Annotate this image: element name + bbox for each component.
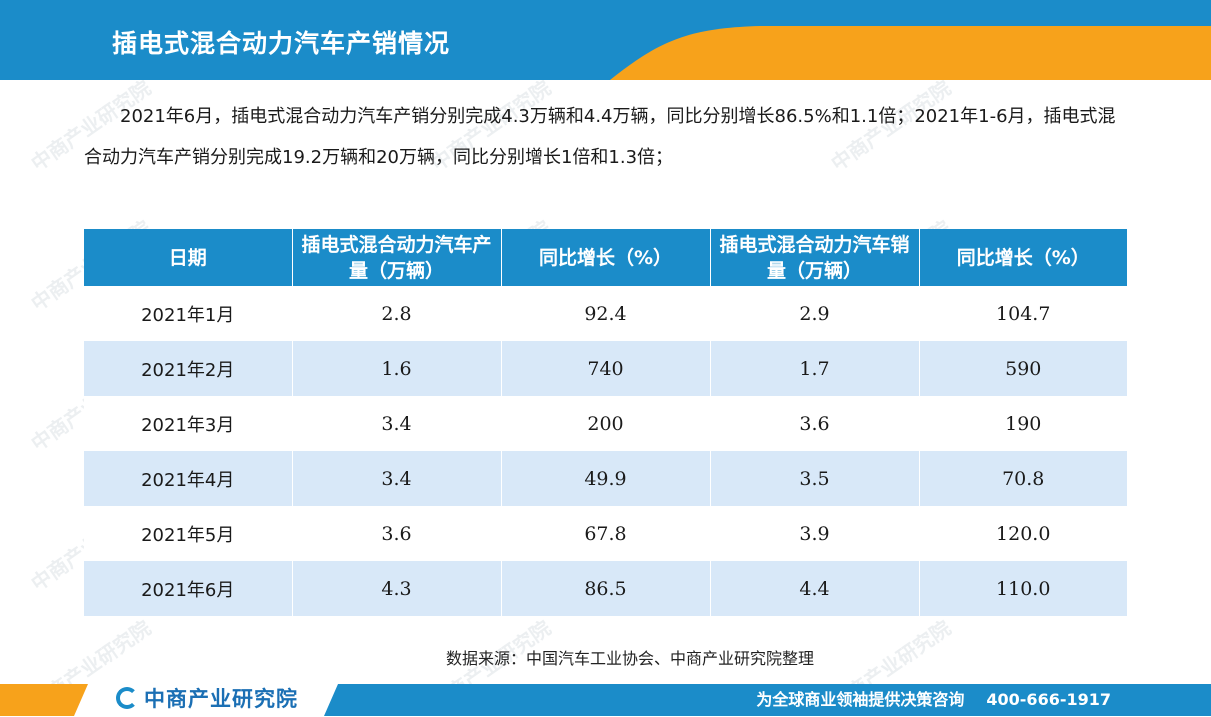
header-production-growth: 同比增长（%）: [501, 229, 711, 286]
cell-production: 2.8: [292, 286, 502, 341]
page-title: 插电式混合动力汽车产销情况: [112, 29, 451, 58]
header-banner: 插电式混合动力汽车产销情况: [0, 0, 1211, 80]
cell-sales-growth: 590: [919, 341, 1127, 396]
cell-sales-growth: 190: [919, 396, 1127, 451]
table-row: 2021年5月 3.6 67.8 3.9 120.0: [84, 506, 1127, 561]
production-sales-table: 日期 插电式混合动力汽车产量（万辆） 同比增长（%） 插电式混合动力汽车销量（万…: [84, 229, 1127, 616]
cell-sales-growth: 110.0: [919, 561, 1127, 616]
cell-sales: 3.6: [710, 396, 920, 451]
header-sales-growth: 同比增长（%）: [919, 229, 1127, 286]
hotline-number: 400-666-1917: [986, 690, 1111, 709]
brand-logo-icon: [116, 687, 138, 709]
cell-production-growth: 740: [501, 341, 711, 396]
intro-paragraph: 2021年6月，插电式混合动力汽车产销分别完成4.3万辆和4.4万辆，同比分别增…: [84, 106, 1116, 168]
table-row: 2021年1月 2.8 92.4 2.9 104.7: [84, 286, 1127, 341]
header-production: 插电式混合动力汽车产量（万辆）: [292, 229, 502, 286]
cell-sales-growth: 104.7: [919, 286, 1127, 341]
cell-date: 2021年6月: [84, 561, 293, 616]
cell-production: 4.3: [292, 561, 502, 616]
header-sales: 插电式混合动力汽车销量（万辆）: [710, 229, 920, 286]
cell-production-growth: 67.8: [501, 506, 711, 561]
cell-date: 2021年2月: [84, 341, 293, 396]
brand-logo-text: 中商产业研究院: [144, 687, 298, 711]
cell-sales: 3.9: [710, 506, 920, 561]
footer-slogan: 为全球商业领袖提供决策咨询 400-666-1917: [756, 686, 1111, 710]
cell-sales-growth: 120.0: [919, 506, 1127, 561]
table-row: 2021年6月 4.3 86.5 4.4 110.0: [84, 561, 1127, 616]
cell-sales: 3.5: [710, 451, 920, 506]
slogan-text: 为全球商业领袖提供决策咨询: [756, 690, 965, 709]
cell-sales-growth: 70.8: [919, 451, 1127, 506]
cell-sales: 2.9: [710, 286, 920, 341]
header-date: 日期: [84, 229, 293, 286]
table-header-row: 日期 插电式混合动力汽车产量（万辆） 同比增长（%） 插电式混合动力汽车销量（万…: [84, 229, 1127, 286]
cell-production-growth: 49.9: [501, 451, 711, 506]
brand-logo: 中商产业研究院: [116, 685, 298, 711]
cell-production: 3.4: [292, 451, 502, 506]
cell-sales: 1.7: [710, 341, 920, 396]
cell-production-growth: 92.4: [501, 286, 711, 341]
cell-sales: 4.4: [710, 561, 920, 616]
cell-production-growth: 86.5: [501, 561, 711, 616]
header-shape: [0, 0, 1211, 80]
table-row: 2021年2月 1.6 740 1.7 590: [84, 341, 1127, 396]
footer-shape: [0, 684, 1211, 716]
cell-date: 2021年3月: [84, 396, 293, 451]
cell-production: 3.6: [292, 506, 502, 561]
table-row: 2021年3月 3.4 200 3.6 190: [84, 396, 1127, 451]
footer-banner: [0, 680, 1211, 716]
cell-date: 2021年4月: [84, 451, 293, 506]
table-row: 2021年4月 3.4 49.9 3.5 70.8: [84, 451, 1127, 506]
cell-production: 3.4: [292, 396, 502, 451]
cell-date: 2021年5月: [84, 506, 293, 561]
cell-date: 2021年1月: [84, 286, 293, 341]
data-source-note: 数据来源：中国汽车工业协会、中商产业研究院整理: [445, 649, 814, 668]
cell-production-growth: 200: [501, 396, 711, 451]
cell-production: 1.6: [292, 341, 502, 396]
